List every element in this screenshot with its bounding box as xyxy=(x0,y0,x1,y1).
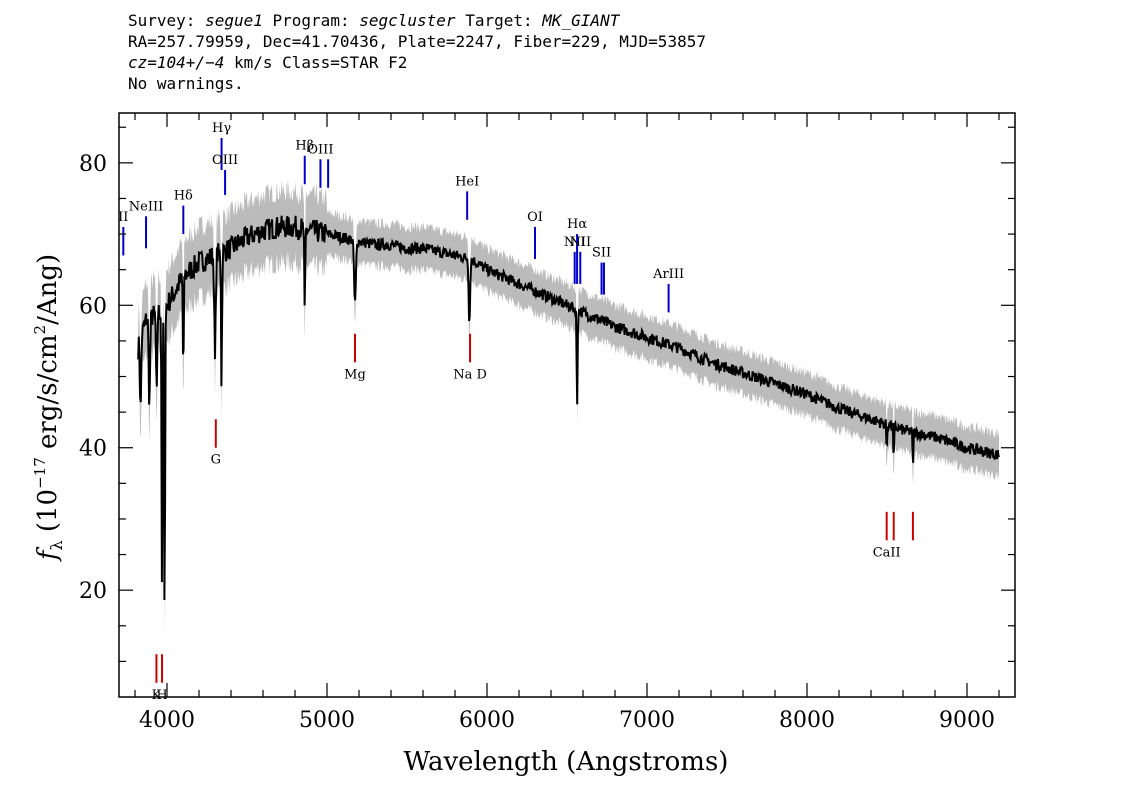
target-value: MK_GIANT xyxy=(542,11,620,30)
spectrum-header: Survey: segue1 Program: segcluster Targe… xyxy=(128,10,706,94)
y-tick-label: 80 xyxy=(79,152,107,177)
absorption-line-label: G xyxy=(211,453,221,468)
emission-line-label: NeIII xyxy=(129,199,163,214)
x-tick-label: 4000 xyxy=(139,708,195,733)
x-axis-label: Wavelength (Angstroms) xyxy=(404,747,729,777)
y-tick-label: 40 xyxy=(79,437,107,462)
survey-value: segue1 xyxy=(205,11,263,30)
class-value: km/s Class=STAR F2 xyxy=(224,53,408,72)
emission-line-label: ArIII xyxy=(652,267,684,282)
flux-error-band xyxy=(138,180,999,636)
redshift-value: cz=104+/−4 xyxy=(128,53,225,72)
emission-line-label: Hγ xyxy=(212,121,231,136)
emission-line-label: Hδ xyxy=(174,189,193,204)
error-band-layer xyxy=(138,180,999,636)
emission-line-label: Hβ xyxy=(295,139,314,154)
plot-frame xyxy=(118,112,1016,698)
flux-line xyxy=(137,215,1000,601)
header-line-coordinates: RA=257.79959, Dec=41.70436, Plate=2247, … xyxy=(128,32,706,51)
absorption-line-label: K xyxy=(152,688,162,703)
program-value: segcluster xyxy=(359,11,456,30)
emission-line-label: Hα xyxy=(567,217,587,232)
y-axis-label: fλ (10−17 erg/s/cm2/Ang) xyxy=(31,254,66,562)
emission-line-label: OIII xyxy=(307,142,333,157)
emission-line-label: NII xyxy=(564,235,586,250)
absorption-line-label: Na D xyxy=(453,367,487,382)
emission-line-label: HeI xyxy=(455,174,479,189)
y-tick-label: 60 xyxy=(79,294,107,319)
x-tick-label: 5000 xyxy=(299,708,355,733)
absorption-line-label: H xyxy=(156,688,167,703)
emission-line-label: OIII xyxy=(212,153,238,168)
header-line-redshift: cz=104+/−4 km/s Class=STAR F2 xyxy=(128,52,706,73)
x-tick-label: 7000 xyxy=(619,708,675,733)
flux-layer xyxy=(137,215,1000,601)
axes-layer: 4000 5000 6000 7000 8000 9000 20 40 60 80 xyxy=(79,112,1016,733)
emission-line-label: OI xyxy=(527,210,543,225)
survey-label: Survey: xyxy=(128,11,196,30)
header-line-survey: Survey: segue1 Program: segcluster Targe… xyxy=(128,10,706,31)
header-line-warnings: No warnings. xyxy=(128,74,244,93)
emission-line-label: SII xyxy=(592,246,611,261)
target-label: Target: xyxy=(465,11,533,30)
line-markers-layer: NeIIIHδHγOIIIHβOIIIHeIOINIIHαNIISIIArIII… xyxy=(118,121,914,703)
program-label: Program: xyxy=(272,11,350,30)
x-tick-label: 8000 xyxy=(779,708,835,733)
absorption-line-label: CaII xyxy=(873,545,901,560)
y-tick-label: 20 xyxy=(79,579,107,604)
x-tick-label: 6000 xyxy=(459,708,515,733)
x-tick-label: 9000 xyxy=(939,708,995,733)
emission-line-label: NII xyxy=(569,235,591,250)
absorption-line-label: Mg xyxy=(344,367,366,382)
emission-line-label: II xyxy=(118,210,128,225)
